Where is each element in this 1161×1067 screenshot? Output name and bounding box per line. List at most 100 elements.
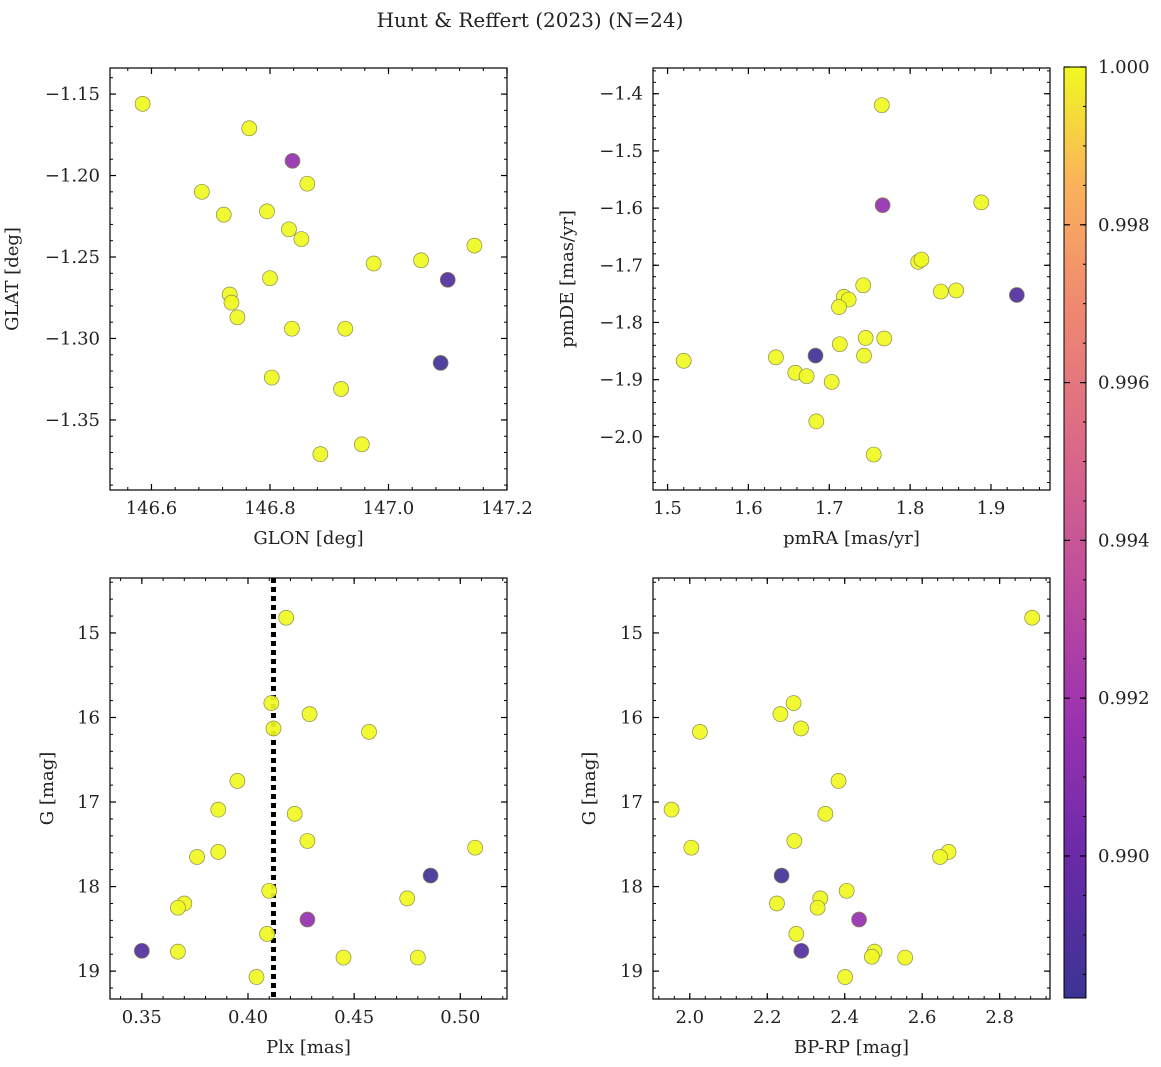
x-tick-label: 2.8 xyxy=(985,1007,1014,1028)
data-point xyxy=(823,374,840,390)
data-point xyxy=(299,911,316,928)
data-point xyxy=(692,724,708,740)
colorbar-ticks: 0.990 0.992 0.994 0.996 0.998 1.000 xyxy=(1064,57,1150,975)
data-point xyxy=(785,695,802,711)
data-point xyxy=(873,97,890,114)
data-point xyxy=(863,948,880,965)
data-point xyxy=(170,943,186,960)
data-point xyxy=(134,95,151,112)
colorbar-tick-label: 1.000 xyxy=(1098,57,1150,78)
data-point xyxy=(830,773,847,789)
data-point xyxy=(1008,287,1025,303)
data-point xyxy=(361,724,377,740)
data-point xyxy=(675,352,692,369)
y-tick-label: 18 xyxy=(77,877,100,898)
x-axis-label: BP-RP [mag] xyxy=(794,1037,909,1058)
y-tick-label: 19 xyxy=(77,961,100,982)
data-point xyxy=(365,255,382,272)
x-tick-label: 1.9 xyxy=(977,498,1006,519)
data-point xyxy=(281,221,297,238)
x-tick-label: 0.35 xyxy=(122,1007,162,1028)
x-tick-label: 1.8 xyxy=(896,498,925,519)
y-axis-label: G [mag] xyxy=(37,752,58,825)
y-axis-label: pmDE [mas/yr] xyxy=(557,210,578,348)
data-point xyxy=(788,926,805,942)
data-point xyxy=(241,120,258,137)
data-point xyxy=(248,969,265,985)
colorbar-tick-label: 0.990 xyxy=(1098,846,1150,867)
data-point xyxy=(876,330,893,347)
x-tick-label: 0.50 xyxy=(440,1007,480,1028)
y-tick-label: −1.20 xyxy=(45,166,100,187)
data-point xyxy=(399,890,416,907)
data-point xyxy=(262,270,278,287)
x-axis-label: GLON [deg] xyxy=(253,528,363,549)
colorbar-gradient xyxy=(1063,66,1087,999)
data-point xyxy=(259,203,275,220)
colorbar-tick-label: 0.998 xyxy=(1098,215,1150,236)
axes-frame xyxy=(109,577,508,1000)
y-tick-label: −1.7 xyxy=(599,255,643,276)
data-point xyxy=(335,949,352,966)
y-tick-label: 16 xyxy=(77,707,100,728)
y-tick-label: −1.4 xyxy=(599,84,643,105)
data-point xyxy=(683,839,700,856)
data-point xyxy=(837,969,853,985)
data-point xyxy=(293,231,310,247)
data-point xyxy=(948,282,965,299)
data-point xyxy=(466,237,483,254)
y-tick-label: −1.30 xyxy=(45,328,100,349)
data-point xyxy=(865,446,882,463)
data-point xyxy=(284,320,300,337)
axes-frame xyxy=(109,67,508,491)
y-tick-label: −1.15 xyxy=(45,84,100,105)
colorbar: 0.990 0.992 0.994 0.996 0.998 1.000 xyxy=(1063,57,1150,999)
y-axis-label: G [mag] xyxy=(579,752,600,825)
data-point xyxy=(855,277,872,294)
data-point xyxy=(301,706,318,722)
x-tick-label: 1.7 xyxy=(815,498,844,519)
data-point xyxy=(808,413,825,430)
data-point xyxy=(856,347,872,364)
y-axis-label: GLAT [deg] xyxy=(2,227,23,331)
data-point xyxy=(773,867,790,884)
data-point xyxy=(897,949,913,966)
x-tick-label: 0.45 xyxy=(334,1007,374,1028)
data-point xyxy=(133,942,150,959)
y-tick-label: −1.35 xyxy=(45,410,100,431)
panel-2: 1.5 1.6 1.7 1.8 1.9 −1.4 −1.5 −1.6 −1.7 −1.8 −1.9 −… xyxy=(557,67,1051,549)
data-point xyxy=(422,867,439,884)
y-tick-label: 16 xyxy=(620,707,643,728)
data-point xyxy=(1024,609,1041,626)
data-point xyxy=(409,949,426,966)
data-point xyxy=(312,446,329,463)
data-point xyxy=(413,252,429,269)
data-point xyxy=(831,336,848,353)
data-point xyxy=(265,720,282,737)
x-axis-label: Plx [mas] xyxy=(266,1037,351,1058)
data-point xyxy=(793,720,809,737)
data-point xyxy=(913,251,930,268)
panels: 146.6 146.8 147.0 147.2 −1.15 −1.20 −1.25 −1.30… xyxy=(2,67,1051,1058)
data-point xyxy=(263,369,280,386)
data-point xyxy=(973,194,990,211)
data-point xyxy=(210,844,227,860)
y-tick-label: −1.9 xyxy=(599,370,643,391)
data-point xyxy=(337,320,354,337)
x-tick-label: 147.2 xyxy=(481,498,533,519)
data-point xyxy=(229,309,246,326)
x-tick-label: 1.5 xyxy=(653,498,682,519)
data-point xyxy=(170,899,186,916)
data-point xyxy=(223,294,240,311)
data-point xyxy=(786,833,803,849)
colorbar-tick-label: 0.992 xyxy=(1098,688,1150,709)
data-point xyxy=(838,882,855,899)
data-point xyxy=(278,609,295,626)
x-tick-label: 2.2 xyxy=(753,1007,782,1028)
x-tick-label: 147.0 xyxy=(363,498,415,519)
data-point xyxy=(284,153,301,169)
data-point xyxy=(353,436,370,453)
data-point xyxy=(215,206,232,223)
data-point xyxy=(467,839,484,856)
